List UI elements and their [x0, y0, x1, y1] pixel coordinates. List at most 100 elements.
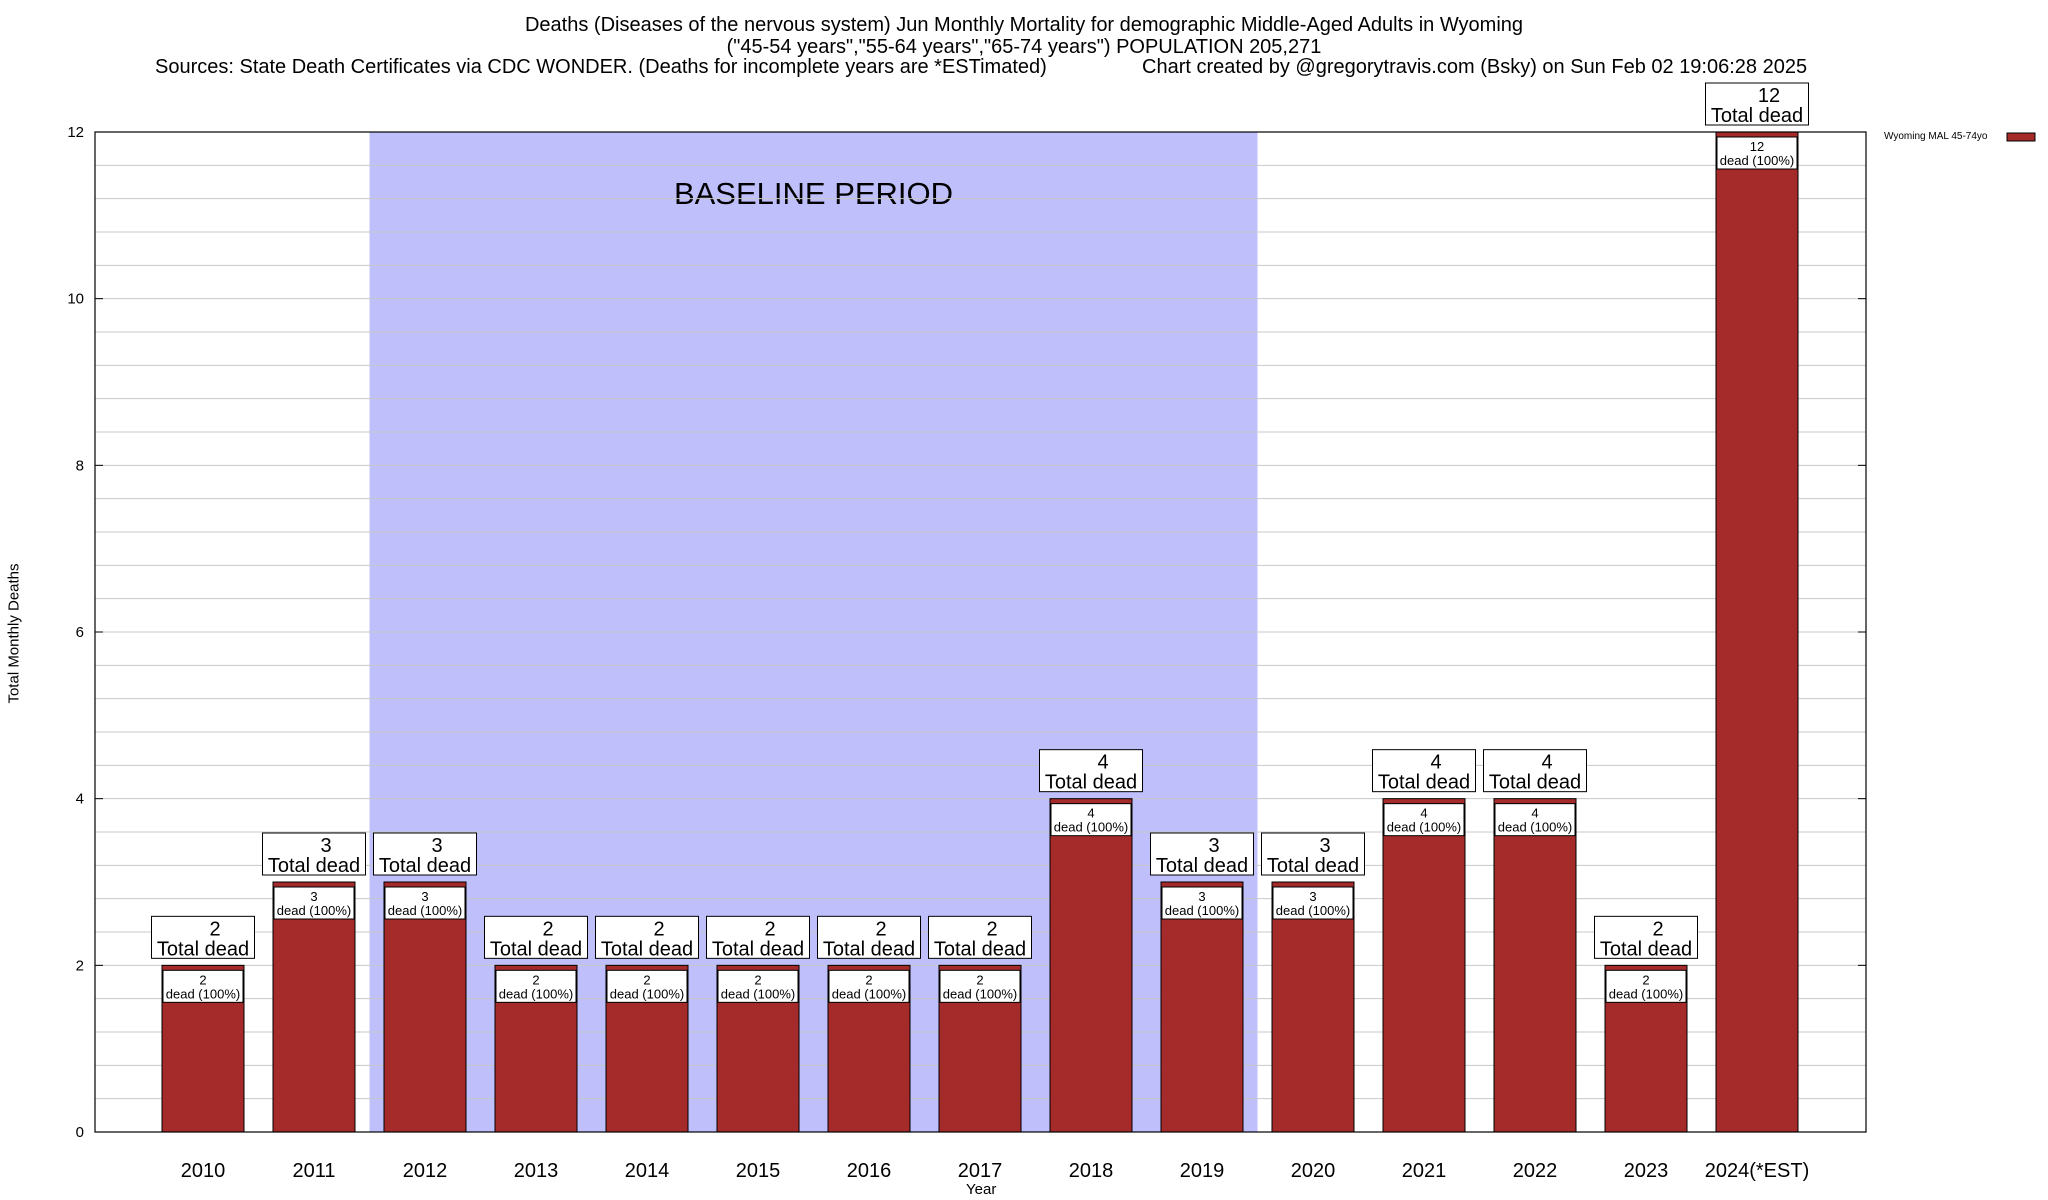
bar	[383, 881, 467, 1133]
bar-inner-value: 2	[1642, 972, 1649, 987]
y-tick-label: 12	[67, 124, 84, 141]
bar-inner-value: 2	[643, 972, 650, 987]
bar-inner-label: dead (100%)	[1720, 153, 1794, 168]
x-tick-label: 2018	[1069, 1160, 1114, 1182]
bar-inner-value: 2	[532, 972, 539, 987]
bar-inner-label: dead (100%)	[721, 986, 795, 1001]
bar-inner-label-box	[1716, 136, 1798, 170]
bar-total-value: 3	[1208, 835, 1219, 857]
bar-inner-label: dead (100%)	[832, 986, 906, 1001]
bar-total-label: Total dead	[1267, 855, 1359, 877]
bar-total-label: Total dead	[157, 938, 249, 960]
chart-title-line2: ("45-54 years","55-64 years","65-74 year…	[726, 36, 1322, 58]
bar-total-value: 3	[320, 835, 331, 857]
bar-inner-label-box	[162, 969, 244, 1003]
bar	[1715, 131, 1799, 1133]
bar-inner-value: 2	[754, 972, 761, 987]
bar-inner-label-box	[717, 969, 799, 1003]
bar-total-value: 2	[1652, 918, 1663, 940]
bar-total-value: 4	[1541, 752, 1552, 774]
bar-total-box	[151, 915, 255, 959]
x-tick-label: 2022	[1513, 1160, 1558, 1182]
bar-inner-label-box	[1494, 803, 1576, 837]
bar-total-value: 2	[542, 918, 553, 940]
bar-inner-label: dead (100%)	[277, 903, 351, 918]
bar-inner-label: dead (100%)	[1609, 986, 1683, 1001]
bar-total-value: 2	[209, 918, 220, 940]
bar-total-box	[928, 915, 1032, 959]
bar-total-label: Total dead	[823, 938, 915, 960]
bar-total-label: Total dead	[1156, 855, 1248, 877]
x-tick-label: 2023	[1624, 1160, 1669, 1182]
bar-inner-label-box	[828, 969, 910, 1003]
bar-total-label: Total dead	[379, 855, 471, 877]
x-tick-label: 2016	[847, 1160, 892, 1182]
y-tick-label: 6	[76, 624, 84, 641]
legend-swatch	[2006, 132, 2036, 142]
bar	[1271, 881, 1355, 1133]
bar-total-value: 4	[1097, 752, 1108, 774]
plot-frame	[94, 131, 1867, 1133]
bar-inner-label-box	[939, 969, 1021, 1003]
x-tick-label: 2010	[181, 1160, 226, 1182]
bar-total-box	[1150, 832, 1254, 876]
bar-inner-label: dead (100%)	[1165, 903, 1239, 918]
bar-inner-label: dead (100%)	[1276, 903, 1350, 918]
bar-inner-label-box	[1272, 886, 1354, 920]
bar	[1160, 881, 1244, 1133]
bar-inner-label-box	[1050, 803, 1132, 837]
bar-total-value: 12	[1758, 85, 1780, 107]
bar-inner-label: dead (100%)	[499, 986, 573, 1001]
bar-total-box	[1705, 82, 1809, 126]
bar-inner-value: 2	[865, 972, 872, 987]
bar-inner-label: dead (100%)	[943, 986, 1017, 1001]
bar	[272, 881, 356, 1133]
bar-total-label: Total dead	[1045, 772, 1137, 794]
x-tick-label: 2019	[1180, 1160, 1225, 1182]
bar-total-label: Total dead	[1600, 938, 1692, 960]
bar-total-box	[1372, 749, 1476, 793]
bar-total-box	[1483, 749, 1587, 793]
bar-inner-label: dead (100%)	[610, 986, 684, 1001]
chart-title-line1: Deaths (Diseases of the nervous system) …	[524, 14, 1524, 36]
bar-inner-value: 2	[199, 972, 206, 987]
bar-total-box	[262, 832, 366, 876]
bar-inner-label-box	[1383, 803, 1465, 837]
x-tick-label: 2012	[403, 1160, 448, 1182]
bar-total-box	[1039, 749, 1143, 793]
bar-total-box	[1261, 832, 1365, 876]
bar-inner-label-box	[1161, 886, 1243, 920]
y-tick-label: 4	[76, 791, 84, 808]
bar-total-box	[706, 915, 810, 959]
x-axis-label: Year	[966, 1181, 997, 1198]
bar-inner-label-box	[495, 969, 577, 1003]
y-tick-label: 8	[76, 457, 84, 474]
bar-total-label: Total dead	[268, 855, 360, 877]
chart-credit: Chart created by @gregorytravis.com (Bsk…	[1142, 56, 1808, 78]
bar-total-box	[484, 915, 588, 959]
chart-sources: Sources: State Death Certificates via CD…	[155, 56, 1047, 78]
x-tick-label: 2014	[625, 1160, 670, 1182]
bar-total-box	[373, 832, 477, 876]
baseline-label: BASELINE PERIOD	[674, 176, 953, 211]
bar-total-label: Total dead	[934, 938, 1026, 960]
x-tick-label: 2020	[1291, 1160, 1336, 1182]
bar-inner-value: 3	[1198, 889, 1205, 904]
bar-inner-label: dead (100%)	[1054, 820, 1128, 835]
bar-total-box	[595, 915, 699, 959]
x-tick-label: 2013	[514, 1160, 559, 1182]
bar-total-label: Total dead	[1489, 772, 1581, 794]
x-tick-label: 2017	[958, 1160, 1003, 1182]
y-axis-label: Total Monthly Deaths	[5, 563, 23, 704]
bar	[1382, 798, 1466, 1133]
bar-inner-value: 4	[1087, 806, 1094, 821]
bar-total-value: 2	[875, 918, 886, 940]
bar-total-value: 2	[986, 918, 997, 940]
bar-total-box	[817, 915, 921, 959]
bar-total-value: 3	[431, 835, 442, 857]
y-tick-label: 0	[76, 1124, 84, 1141]
bar-total-label: Total dead	[1378, 772, 1470, 794]
bar-inner-label-box	[606, 969, 688, 1003]
bar-total-value: 2	[653, 918, 664, 940]
